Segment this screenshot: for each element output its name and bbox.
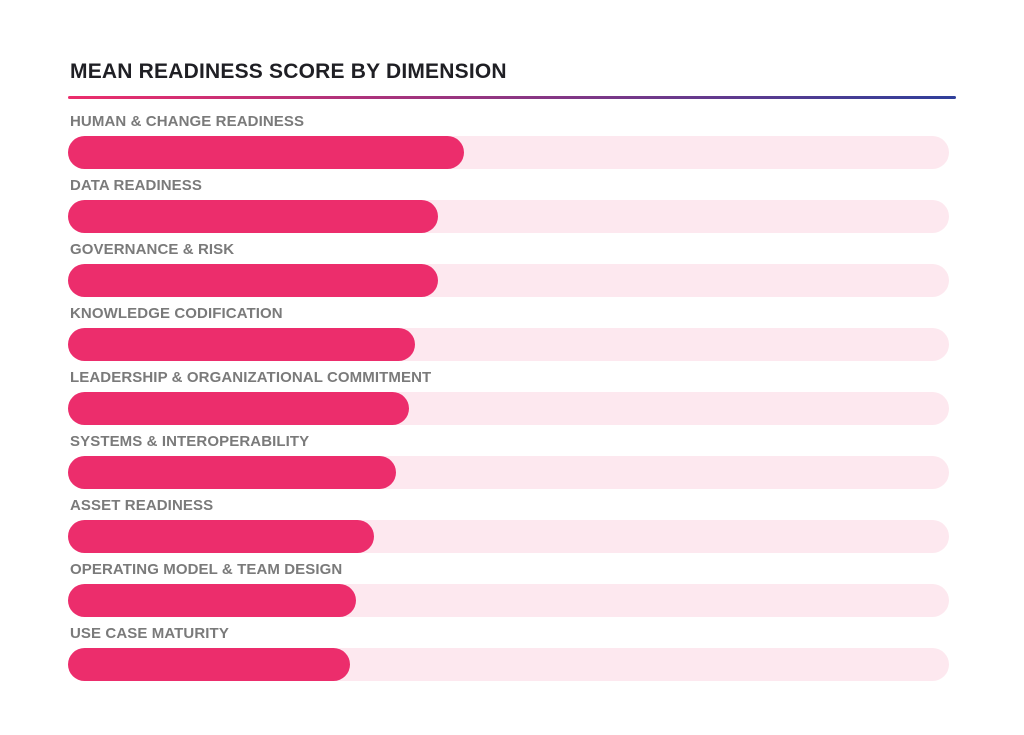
bar-row: SYSTEMS & INTEROPERABILITY xyxy=(68,433,956,497)
bar-track xyxy=(68,456,949,489)
bar-row: LEADERSHIP & ORGANIZATIONAL COMMITMENT xyxy=(68,369,956,433)
bar-label: OPERATING MODEL & TEAM DESIGN xyxy=(70,561,343,578)
bar-label: GOVERNANCE & RISK xyxy=(70,241,235,258)
bar-fill xyxy=(68,392,409,425)
bar-fill xyxy=(68,520,374,553)
bar-label: USE CASE MATURITY xyxy=(70,625,229,642)
bar-row: GOVERNANCE & RISK xyxy=(68,241,956,305)
bar-fill xyxy=(68,136,464,169)
bar-row: KNOWLEDGE CODIFICATION xyxy=(68,305,956,369)
bar-label: ASSET READINESS xyxy=(70,497,214,514)
bar-fill xyxy=(68,264,438,297)
bar-row: USE CASE MATURITY xyxy=(68,625,956,689)
bar-fill xyxy=(68,328,415,361)
readiness-chart: MEAN READINESS SCORE BY DIMENSION HUMAN … xyxy=(68,56,956,689)
bar-fill xyxy=(68,200,438,233)
bar-fill xyxy=(68,456,396,489)
bar-track xyxy=(68,584,949,617)
bar-track xyxy=(68,200,949,233)
bar-label: HUMAN & CHANGE READINESS xyxy=(70,113,305,130)
bar-label: LEADERSHIP & ORGANIZATIONAL COMMITMENT xyxy=(70,369,432,386)
bar-row: HUMAN & CHANGE READINESS xyxy=(68,113,956,177)
bar-row: DATA READINESS xyxy=(68,177,956,241)
bar-track xyxy=(68,648,949,681)
bar-rows: HUMAN & CHANGE READINESS DATA READINESS GO… xyxy=(68,113,956,689)
bar-row: OPERATING MODEL & TEAM DESIGN xyxy=(68,561,956,625)
bar-label: KNOWLEDGE CODIFICATION xyxy=(70,305,283,322)
title-divider xyxy=(68,96,956,99)
bar-fill xyxy=(68,584,356,617)
bar-label: SYSTEMS & INTEROPERABILITY xyxy=(70,433,310,450)
bar-row: ASSET READINESS xyxy=(68,497,956,561)
bar-track xyxy=(68,520,949,553)
chart-title: MEAN READINESS SCORE BY DIMENSION xyxy=(70,60,507,83)
bar-track xyxy=(68,264,949,297)
bar-track xyxy=(68,328,949,361)
bar-label: DATA READINESS xyxy=(70,177,202,194)
bar-track xyxy=(68,392,949,425)
bar-track xyxy=(68,136,949,169)
bar-fill xyxy=(68,648,350,681)
